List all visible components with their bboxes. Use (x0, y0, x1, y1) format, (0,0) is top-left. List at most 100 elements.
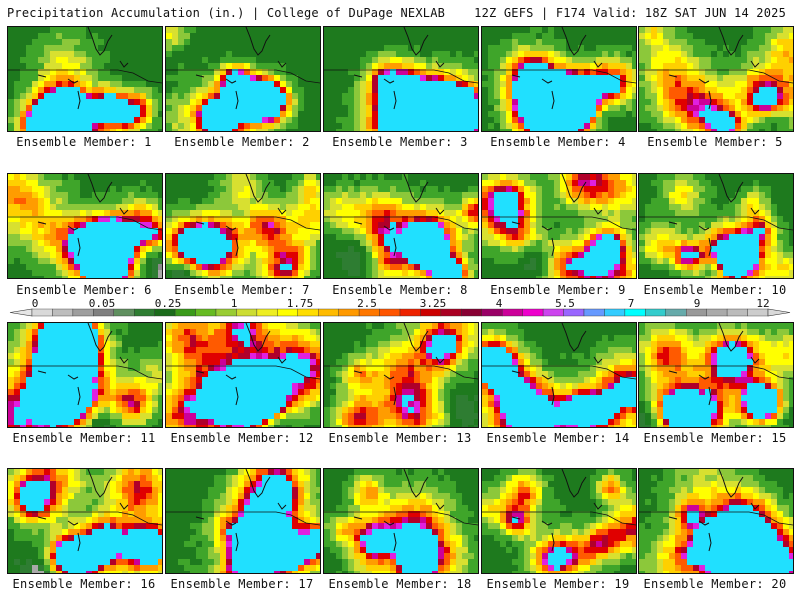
precip-cell (116, 270, 123, 277)
precip-cell (741, 57, 748, 64)
precip-cell (44, 39, 51, 46)
precip-cell (330, 246, 337, 253)
precip-cell (408, 222, 415, 229)
precip-cell (134, 117, 141, 124)
precip-cell (560, 111, 567, 118)
precip-cell (420, 252, 427, 259)
precip-cell (735, 45, 742, 52)
precip-cell (602, 81, 609, 88)
precip-cell (56, 210, 63, 217)
precip-cell (274, 57, 281, 64)
precip-cell (450, 93, 457, 100)
precip-cell (158, 123, 162, 130)
precip-cell (711, 174, 718, 181)
precip-cell (524, 246, 531, 253)
precip-cell (596, 117, 603, 124)
precip-cell (238, 222, 245, 229)
precip-cell (462, 99, 469, 106)
precip-cell (590, 186, 597, 193)
precip-cell (663, 186, 670, 193)
precip-cell (711, 57, 718, 64)
precip-cell (286, 33, 293, 40)
precip-cell (560, 117, 567, 124)
precip-cell (747, 246, 754, 253)
precip-cell (116, 69, 123, 76)
precip-cell (274, 258, 281, 265)
precip-cell (530, 234, 537, 241)
precip-cell (542, 204, 549, 211)
precip-cell (512, 129, 519, 131)
precip-cell (316, 93, 320, 100)
precip-cell (110, 198, 117, 205)
precip-cell (62, 180, 69, 187)
precip-cell (146, 210, 153, 217)
precip-cell (298, 111, 305, 118)
precip-cell (783, 27, 790, 34)
precip-cell (244, 180, 251, 187)
precip-cell (669, 75, 676, 82)
precip-cell (44, 270, 51, 277)
precip-cell (402, 75, 409, 82)
precip-cell (286, 264, 293, 271)
precip-cell (602, 129, 609, 131)
precip-cell (196, 99, 203, 106)
precip-cell (128, 198, 135, 205)
precip-cell (214, 51, 221, 58)
precip-cell (699, 180, 706, 187)
precip-cell (310, 69, 317, 76)
precip-cell (134, 216, 141, 223)
precip-cell (158, 180, 162, 187)
precip-cell (140, 63, 147, 70)
precip-cell (366, 216, 373, 223)
precip-cell (44, 105, 51, 112)
precip-cell (723, 33, 730, 40)
precip-cell (220, 258, 227, 265)
precip-cell (530, 99, 537, 106)
precip-cell (590, 57, 597, 64)
precip-cell (256, 192, 263, 199)
precip-cell (578, 174, 585, 181)
precip-cell (92, 252, 99, 259)
precip-cell (675, 57, 682, 64)
precip-cell (122, 111, 129, 118)
precip-cell (324, 93, 331, 100)
precip-cell (482, 51, 489, 58)
precip-cell (765, 39, 772, 46)
precip-cell (304, 264, 311, 271)
precip-cell (705, 87, 712, 94)
precip-cell (711, 270, 718, 277)
precip-cell (602, 99, 609, 106)
precip-cell (184, 270, 191, 277)
precip-cell (723, 258, 730, 265)
precip-cell (693, 264, 700, 271)
precip-cell (190, 276, 197, 278)
precip-cell (50, 33, 57, 40)
precip-cell (44, 335, 51, 342)
precip-cell (316, 252, 320, 259)
precip-cell (38, 365, 45, 372)
precip-cell (146, 353, 153, 360)
precip-cell (729, 27, 736, 34)
precip-cell (172, 216, 179, 223)
precip-cell (626, 192, 633, 199)
precip-cell (14, 258, 21, 265)
precip-cell (310, 99, 317, 106)
precip-cell (354, 111, 361, 118)
precip-cell (735, 222, 742, 229)
precip-cell (548, 111, 555, 118)
precip-cell (86, 216, 93, 223)
precip-cell (202, 216, 209, 223)
precip-cell (590, 174, 597, 181)
precip-cell (178, 87, 185, 94)
precip-cell (316, 69, 320, 76)
precip-cell (420, 129, 427, 131)
precip-cell (384, 258, 391, 265)
border-line (8, 216, 162, 231)
precip-cell (789, 222, 793, 229)
precip-cell (372, 129, 379, 131)
precip-cell (68, 81, 75, 88)
precip-cell (729, 216, 736, 223)
precip-cell (146, 99, 153, 106)
precip-cell (584, 33, 591, 40)
precip-cell (614, 186, 621, 193)
